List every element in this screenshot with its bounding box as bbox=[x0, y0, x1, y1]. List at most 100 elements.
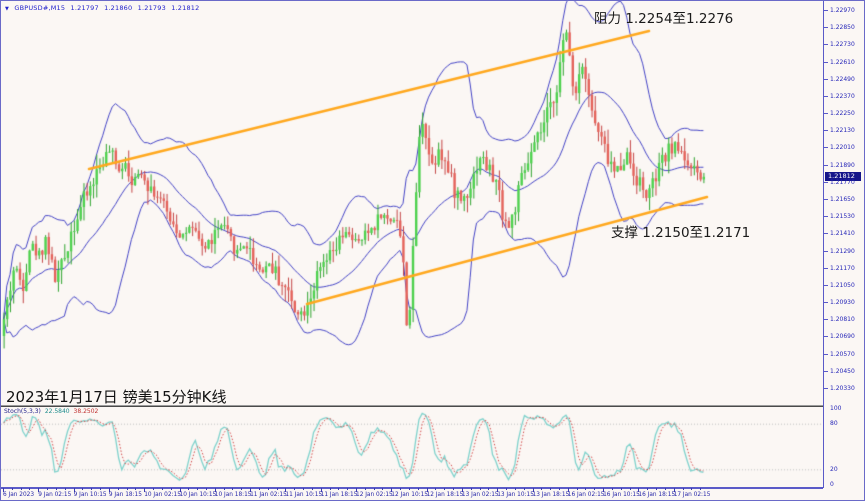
time-major-tick bbox=[73, 488, 75, 492]
price-tick-label: 1.22250 bbox=[830, 110, 855, 118]
time-minor-tick bbox=[55, 488, 57, 490]
tick-dash bbox=[824, 302, 828, 304]
current-price-tag: 1.21812 bbox=[825, 172, 861, 182]
time-minor-tick bbox=[576, 488, 578, 490]
time-minor-tick bbox=[382, 488, 384, 490]
time-major-tick bbox=[250, 488, 252, 492]
symbol-label: GBPUSD#,M15 bbox=[14, 4, 66, 12]
stoch-signal-value: 38.2502 bbox=[73, 408, 99, 415]
collapse-indicator-icon[interactable]: ▼ bbox=[5, 6, 10, 12]
price-tick-label: 1.21290 bbox=[830, 247, 855, 255]
time-minor-tick bbox=[594, 488, 596, 490]
tick-dash bbox=[824, 284, 828, 286]
time-minor-tick bbox=[11, 488, 13, 490]
time-minor-tick bbox=[267, 488, 269, 490]
time-tick-label: 12 Jan 10:15 bbox=[391, 492, 429, 498]
time-minor-tick bbox=[585, 488, 587, 490]
price-tick-label: 1.22370 bbox=[830, 92, 855, 100]
time-minor-tick bbox=[691, 488, 693, 490]
time-minor-tick bbox=[188, 488, 190, 490]
tick-dash bbox=[824, 370, 828, 372]
time-major-tick bbox=[532, 488, 534, 492]
time-minor-tick bbox=[91, 488, 93, 490]
panel-separator[interactable] bbox=[1, 405, 823, 407]
time-tick-label: 13 Jan 18:15 bbox=[532, 492, 570, 498]
time-major-tick bbox=[673, 488, 675, 492]
price-axis[interactable]: 1.21812 1.22970 1.22850 1.22730 1.22610 1.22… bbox=[823, 1, 864, 488]
time-minor-tick bbox=[453, 488, 455, 490]
time-minor-tick bbox=[303, 488, 305, 490]
time-minor-tick bbox=[153, 488, 155, 490]
tick-dash bbox=[824, 113, 828, 115]
tick-dash bbox=[824, 353, 828, 355]
price-tick-label: 1.21050 bbox=[830, 281, 855, 289]
time-minor-tick bbox=[64, 488, 66, 490]
time-minor-tick bbox=[276, 488, 278, 490]
ohlc-high: 1.21860 bbox=[104, 4, 133, 12]
time-minor-tick bbox=[417, 488, 419, 490]
tick-dash bbox=[824, 250, 828, 252]
time-tick-label: 10 Jan 02:15 bbox=[144, 492, 181, 498]
time-major-tick bbox=[391, 488, 393, 492]
time-minor-tick bbox=[700, 488, 702, 490]
time-major-tick bbox=[426, 488, 428, 492]
time-minor-tick bbox=[664, 488, 666, 490]
price-tick-label: 1.21890 bbox=[830, 161, 855, 169]
tick-dash bbox=[824, 267, 828, 269]
time-tick-label: 11 Jan 10:15 bbox=[285, 492, 323, 498]
time-major-tick bbox=[497, 488, 499, 492]
time-tick-label: 10 Jan 10:15 bbox=[179, 492, 217, 498]
time-minor-tick bbox=[338, 488, 340, 490]
time-tick-label: 13 Jan 02:15 bbox=[461, 492, 499, 498]
stoch-level-label: 0 bbox=[830, 481, 834, 488]
price-tick-label: 1.20570 bbox=[830, 350, 855, 358]
time-minor-tick bbox=[82, 488, 84, 490]
tick-dash bbox=[824, 78, 828, 80]
time-minor-tick bbox=[373, 488, 375, 490]
price-chart-canvas[interactable] bbox=[1, 1, 823, 405]
time-minor-tick bbox=[470, 488, 472, 490]
time-minor-tick bbox=[647, 488, 649, 490]
price-tick-label: 1.22850 bbox=[830, 24, 855, 32]
stoch-label: Stoch(5,3,3) bbox=[4, 408, 41, 415]
time-minor-tick bbox=[117, 488, 119, 490]
price-tick-label: 1.21170 bbox=[830, 264, 855, 272]
time-minor-tick bbox=[100, 488, 102, 490]
tick-dash bbox=[824, 147, 828, 149]
time-axis[interactable]: 6 Jan 2023 9 Jan 02:15 9 Jan 10:15 9 Jan 18… bbox=[1, 488, 864, 500]
time-minor-tick bbox=[311, 488, 313, 490]
stoch-header: Stoch(5,3,3) 22.5840 38.2502 bbox=[4, 408, 98, 415]
time-minor-tick bbox=[126, 488, 128, 490]
stoch-main-value: 22.5840 bbox=[44, 408, 70, 415]
time-major-tick bbox=[108, 488, 110, 492]
resistance-annotation: 阻力 1.2254至1.2276 bbox=[594, 11, 734, 27]
time-tick-label: 11 Jan 02:15 bbox=[250, 492, 287, 498]
time-minor-tick bbox=[620, 488, 622, 490]
tick-dash bbox=[824, 130, 828, 132]
stoch-canvas[interactable] bbox=[1, 407, 823, 487]
time-tick-label: 16 Jan 02:15 bbox=[567, 492, 605, 498]
time-major-tick bbox=[3, 488, 4, 492]
time-minor-tick bbox=[170, 488, 172, 490]
time-minor-tick bbox=[514, 488, 516, 490]
tick-dash bbox=[824, 336, 828, 338]
price-tick-label: 1.22610 bbox=[830, 58, 855, 66]
time-minor-tick bbox=[20, 488, 22, 490]
price-tick-label: 1.20450 bbox=[830, 367, 855, 375]
time-minor-tick bbox=[232, 488, 234, 490]
main-chart[interactable]: ▼ GBPUSD#,M15 1.21797 1.21860 1.21793 1.… bbox=[1, 1, 823, 406]
tick-dash bbox=[824, 319, 828, 321]
price-tick-label: 1.20690 bbox=[830, 333, 855, 341]
time-minor-tick bbox=[656, 488, 658, 490]
ohlc-open: 1.21797 bbox=[70, 4, 99, 12]
time-minor-tick bbox=[197, 488, 199, 490]
stochastic-panel[interactable]: Stoch(5,3,3) 22.5840 38.2502 bbox=[1, 407, 823, 487]
time-tick-label: 12 Jan 02:15 bbox=[356, 492, 393, 498]
time-tick-label: 6 Jan 2023 bbox=[3, 492, 35, 498]
time-major-tick bbox=[144, 488, 146, 492]
stoch-level-label: 80 bbox=[830, 420, 838, 427]
time-major-tick bbox=[179, 488, 181, 492]
time-minor-tick bbox=[550, 488, 552, 490]
time-major-tick bbox=[638, 488, 640, 492]
